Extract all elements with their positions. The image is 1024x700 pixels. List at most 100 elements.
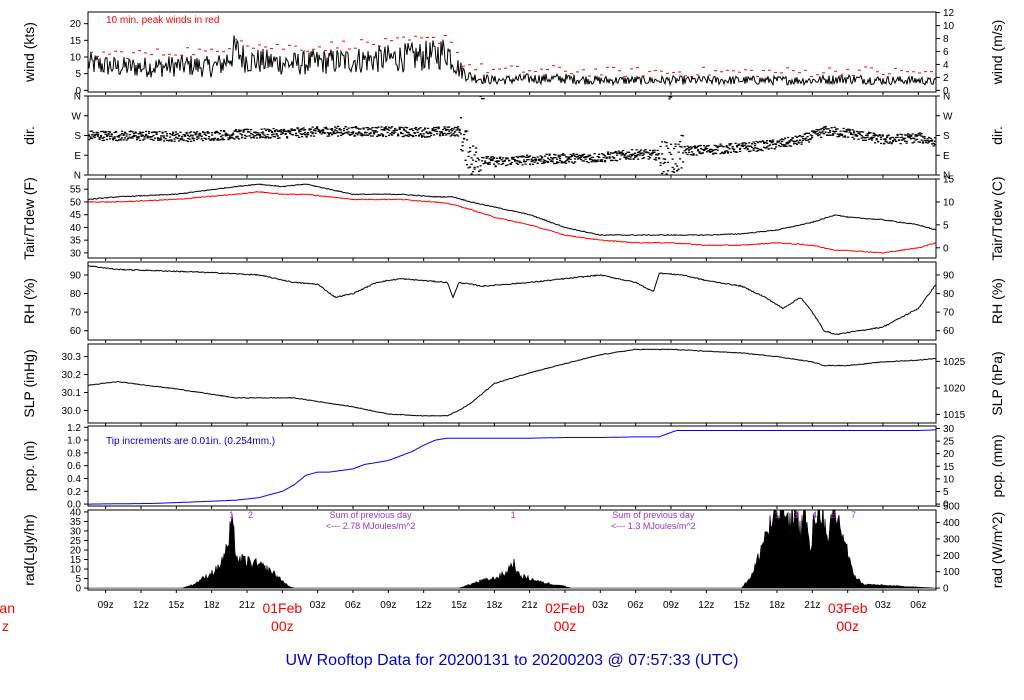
ylabel-left-temp: Tair/Tdew (F) (21, 177, 37, 259)
y-tick-label-right: 10 (943, 197, 955, 208)
x-tick-label: 09z (380, 600, 396, 611)
day-label-date: 02Feb (545, 600, 585, 616)
y-tick-label-right: 12 (943, 8, 955, 19)
x-tick-label: 12z (416, 600, 432, 611)
panel-pcp: Tip increments are 0.01in. (0.254mm.) 0.0… (21, 423, 1005, 511)
y-tick-label-left: 30 (70, 526, 82, 537)
day-label-time-clipped: z (2, 618, 9, 634)
ylabel-left-pcp: pcp. (in) (21, 441, 37, 492)
panel-rh: 60 70 80 90 60 70 80 90 RH (%) RH (%) (21, 261, 1005, 343)
y-tick-label-right: 1025 (943, 357, 966, 368)
x-tick-label: 18z (486, 600, 502, 611)
rad-annotation-10: 6 (831, 510, 836, 520)
y-tick-label-left: 0.2 (67, 487, 81, 498)
y-tick-label-left: S (74, 131, 81, 142)
y-tick-label-left: 1.2 (67, 423, 81, 434)
y-tick-label-right: 1015 (943, 410, 966, 421)
ylabel-right-slp: SLP (hPa) (989, 351, 1005, 415)
panel-frame-wind (87, 11, 937, 93)
series-slp-0 (88, 348, 936, 417)
x-tick-label: 15z (734, 600, 750, 611)
day-label-date-clipped: an (0, 600, 15, 616)
y-tick-label-right: 20 (943, 449, 955, 460)
series-radiation (88, 510, 936, 589)
ylabel-right-rh: RH (%) (989, 278, 1005, 324)
x-tick-label: 15z (451, 600, 467, 611)
y-tick-label-right: 500 (943, 502, 960, 513)
panel-frame-temp (87, 178, 937, 259)
y-tick-label-left: 45 (70, 210, 82, 221)
y-tick-label-right: N (943, 171, 950, 182)
y-tick-label-right: 400 (943, 518, 960, 529)
y-tick-label-left: 20 (70, 546, 82, 557)
y-tick-label-left: 30.3 (62, 352, 82, 363)
series-wind-speed (88, 35, 936, 87)
y-tick-label-left: 15 (70, 36, 82, 47)
series-pcp-0 (88, 429, 936, 505)
ylabel-left-wind: wind (kts) (21, 22, 37, 83)
y-tick-label-left: 0 (75, 584, 81, 595)
x-tick-label: 06z (345, 600, 361, 611)
panel-frame-slp (87, 343, 937, 424)
x-tick-label: 18z (204, 600, 220, 611)
panel-wind: 10 min. peak winds in red 0 5 10 15 20 0 2 4 6 8 10… (21, 8, 1005, 97)
y-tick-label-right: W (943, 111, 953, 122)
rad-annotation-5: Sum of previous day (612, 510, 695, 520)
panels-layer: 10 min. peak winds in red051015200246810… (21, 8, 1005, 595)
rad-annotation-1: 2 (248, 510, 253, 520)
rad-annotation-0: 1 (229, 510, 234, 520)
y-tick-label-left: 30 (70, 248, 82, 259)
x-tick-label: 21z (522, 600, 538, 611)
x-tick-label: 09z (663, 600, 679, 611)
panel-rad: 1 2 Sum of previous day<--- 2.78 MJoules/m… (21, 502, 1005, 595)
x-tick-label: 09z (98, 600, 114, 611)
x-tick-label: 03z (592, 600, 608, 611)
y-tick-label-left: 50 (70, 197, 82, 208)
rad-annotation-3: <--- 2.78 MJoules/m^2 (326, 521, 416, 531)
rad-annotation-7: 1 (774, 510, 779, 520)
series-temp-1 (88, 190, 936, 254)
y-tick-label-left: 5 (75, 69, 81, 80)
rad-annotation-6: <--- 1.3 MJoules/m^2 (611, 521, 696, 531)
ylabel-left-dir: dir. (21, 126, 37, 145)
y-tick-label-right: 25 (943, 437, 955, 448)
panel-frame-rh (87, 261, 937, 341)
x-tick-label: 03z (875, 600, 891, 611)
pcp-annotation: Tip increments are 0.01in. (0.254mm.) (106, 436, 275, 447)
day-label-date: 01Feb (262, 600, 302, 616)
y-tick-label-right: 6 (943, 47, 949, 58)
y-tick-label-left: 0.8 (67, 448, 81, 459)
y-tick-label-right: 15 (943, 462, 955, 473)
x-tick-label: 06z (628, 600, 644, 611)
y-tick-label-right: 60 (943, 326, 955, 337)
series-rh-0 (88, 265, 936, 336)
y-tick-label-right: S (943, 131, 950, 142)
ylabel-left-slp: SLP (inHg) (21, 349, 37, 417)
ylabel-right-pcp: pcp. (mm) (989, 435, 1005, 498)
x-tick-label: 06z (910, 600, 926, 611)
y-tick-label-left: 20 (70, 19, 82, 30)
y-tick-label-left: 10 (70, 565, 82, 576)
y-tick-label-right: 0 (943, 243, 949, 254)
y-tick-label-left: 5 (75, 574, 81, 585)
figure-title: UW Rooftop Data for 20200131 to 20200203… (286, 652, 739, 669)
time-axis: 09z 12z 15z 18z 21z 03z 06z 09z 12z 15z 18z 21z 03z 0… (0, 600, 926, 634)
plot-area-wind (88, 34, 936, 87)
y-tick-label-left: 55 (70, 185, 82, 196)
y-tick-label-right: 70 (943, 308, 955, 319)
ylabel-right-rad: rad (W/m^2) (989, 512, 1005, 589)
series-temp-0 (88, 183, 936, 237)
y-tick-label-left: 0.6 (67, 461, 81, 472)
rad-annotation-2: Sum of previous day (330, 510, 413, 520)
y-tick-label-right: E (943, 151, 950, 162)
plot-area-pcp (88, 429, 936, 505)
x-tick-label: 03z (310, 600, 326, 611)
y-tick-label-left: 15 (70, 555, 82, 566)
y-tick-label-right: 8 (943, 34, 949, 45)
rad-annotation-11: 7 (851, 510, 856, 520)
y-tick-label-right: 0 (943, 86, 949, 97)
plot-area-slp (88, 348, 936, 417)
plot-area-rh (88, 265, 936, 336)
